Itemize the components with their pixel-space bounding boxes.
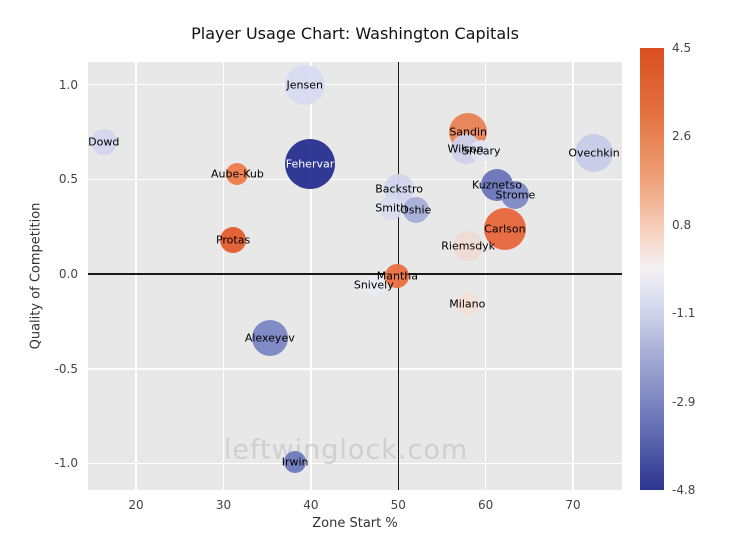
scatter-point-sheary [470, 140, 493, 162]
scatter-point-label: Kuznetso [472, 178, 522, 192]
scatter-point-riemsdyk [453, 230, 484, 261]
colorbar-tick-label: -1.1 [672, 306, 696, 321]
x-gridline [572, 62, 574, 490]
x-gridline [135, 62, 137, 490]
scatter-point-label: Snively [353, 278, 394, 292]
scatter-point-label: Wilson [447, 142, 484, 156]
scatter-point-label: Oshie [400, 203, 432, 217]
scatter-point-dowd [90, 128, 117, 155]
scatter-point-label: Aube-Kub [211, 167, 264, 181]
y-tick-label: -1.0 [54, 456, 78, 471]
y-gridline [88, 462, 622, 465]
colorbar-tick-label: -2.9 [672, 394, 696, 409]
y-tick-label: 0.5 [58, 172, 78, 187]
scatter-point-alexeyev [251, 320, 288, 357]
scatter-point-label: Irwin [281, 455, 309, 469]
scatter-point-label: Strome [495, 188, 536, 202]
scatter-point-irwin [284, 450, 307, 473]
scatter-point-label: Mantha [376, 269, 418, 283]
y-tick-label: 0.0 [58, 267, 78, 282]
scatter-point-label: Milano [449, 297, 486, 311]
scatter-point-strome [501, 180, 530, 209]
x-gridline [222, 62, 225, 490]
plot-area: leftwinglock.com 20 30 40 50 60 70 1.0 0.5 0.0 -0… [55, 62, 622, 512]
x-gridline [484, 62, 487, 490]
scatter-point-label: Fehervar [285, 157, 335, 171]
scatter-point-ovechkin [575, 133, 614, 172]
x-gridline [310, 62, 312, 490]
scatter-point-label: Protas [215, 233, 251, 247]
scatter-point-smith [379, 195, 404, 220]
x-tick-label: 50 [390, 498, 406, 512]
scatter-point-label: Dowd [88, 135, 120, 149]
scatter-point-protas [220, 227, 247, 254]
x-tick-label: 40 [303, 498, 319, 512]
x-tick-label: 30 [215, 498, 232, 512]
y-gridline [88, 83, 622, 86]
scatter-point-carlson [483, 207, 526, 250]
scatter-point-fehervar [284, 139, 335, 190]
y-gridline [88, 368, 622, 370]
colorbar-tick-label: 0.8 [672, 217, 692, 232]
colorbar-tick-label: -4.8 [672, 483, 696, 497]
watermark: leftwinglock.com [223, 434, 469, 466]
scatter-point-jensen [284, 64, 325, 105]
y-tick-label: -0.5 [54, 361, 78, 376]
chart-title: Player Usage Chart: Washington Capitals [191, 24, 519, 43]
scatter-point-milano [455, 292, 480, 317]
scatter-point-label: Riemsdyk [441, 239, 496, 253]
y-axis-title: Quality of Competition [28, 202, 44, 350]
scatter-point-snively [363, 275, 384, 296]
scatter-point-label: Smith [375, 201, 408, 215]
scatter-point-label: Backstro [375, 182, 424, 196]
scatter-point-label: Ovechkin [568, 146, 620, 160]
scatter-point-label: Jensen [286, 78, 323, 92]
scatter-point-aube-kub [226, 162, 249, 185]
x-tick-label: 20 [128, 498, 144, 512]
scatter-point-label: Carlson [484, 222, 526, 236]
colorbar-tick-label: 4.5 [672, 41, 692, 55]
x-tick-label: 70 [565, 498, 581, 512]
colorbar-tick-labels: 4.5 2.6 0.8 -1.1 -2.9 -4.8 [672, 41, 718, 497]
y-tick-label: 1.0 [58, 77, 78, 92]
colorbar-tick-label: 2.6 [672, 129, 692, 144]
scatter-point-label: Sandin [449, 125, 488, 139]
colorbar [640, 48, 664, 490]
scatter-point-mantha [385, 264, 410, 288]
y-gridline [88, 178, 622, 181]
crosshair-horizontal-line [88, 273, 622, 275]
x-axis-title: Zone Start % [312, 516, 398, 531]
x-tick-label: 60 [478, 498, 494, 512]
scatter-point-label: Sheary [462, 144, 501, 158]
scatter-point-label: Alexeyev [244, 331, 295, 345]
scatter-point-oshie [402, 196, 429, 223]
